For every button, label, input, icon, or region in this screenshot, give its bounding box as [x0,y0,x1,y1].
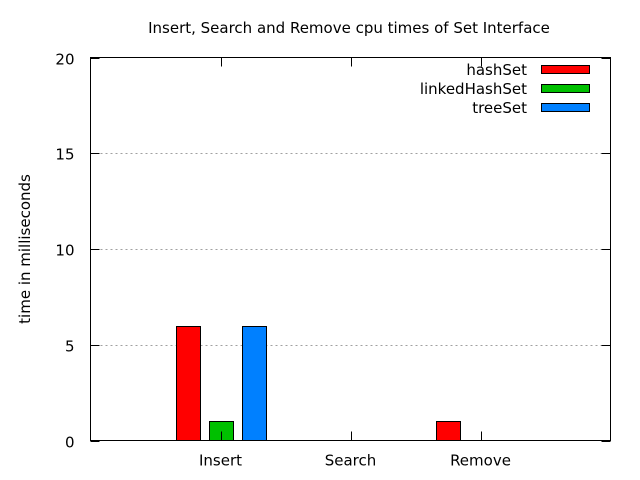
y-axis-ticks: 0 5 10 15 20 [55,51,611,452]
y-tick-label: 20 [55,51,74,69]
legend-swatch-linkedHashSet [541,84,590,93]
legend-swatch-hashSet [541,65,590,74]
x-tick-label: Remove [450,452,511,470]
bar-treeSet-insert [242,326,267,441]
gridlines [90,153,611,346]
bars-group [176,326,461,441]
bar-hashSet-insert [176,326,201,441]
y-tick-label: 0 [65,434,75,452]
legend-label: treeSet [472,99,527,117]
x-axis-ticks: Insert Search Remove [199,57,511,470]
x-tick-label: Search [325,452,377,470]
chart-title: Insert, Search and Remove cpu times of S… [148,19,550,37]
legend-label: hashSet [466,61,527,79]
y-tick-label: 15 [55,146,74,164]
legend-label: linkedHashSet [420,80,527,98]
y-tick-label: 10 [55,242,74,260]
y-tick-label: 5 [65,338,75,356]
x-tick-label: Insert [199,452,242,470]
y-axis-label: time in milliseconds [16,174,34,324]
legend-swatch-treeSet [541,103,590,112]
bar-hashSet-remove [436,421,461,441]
